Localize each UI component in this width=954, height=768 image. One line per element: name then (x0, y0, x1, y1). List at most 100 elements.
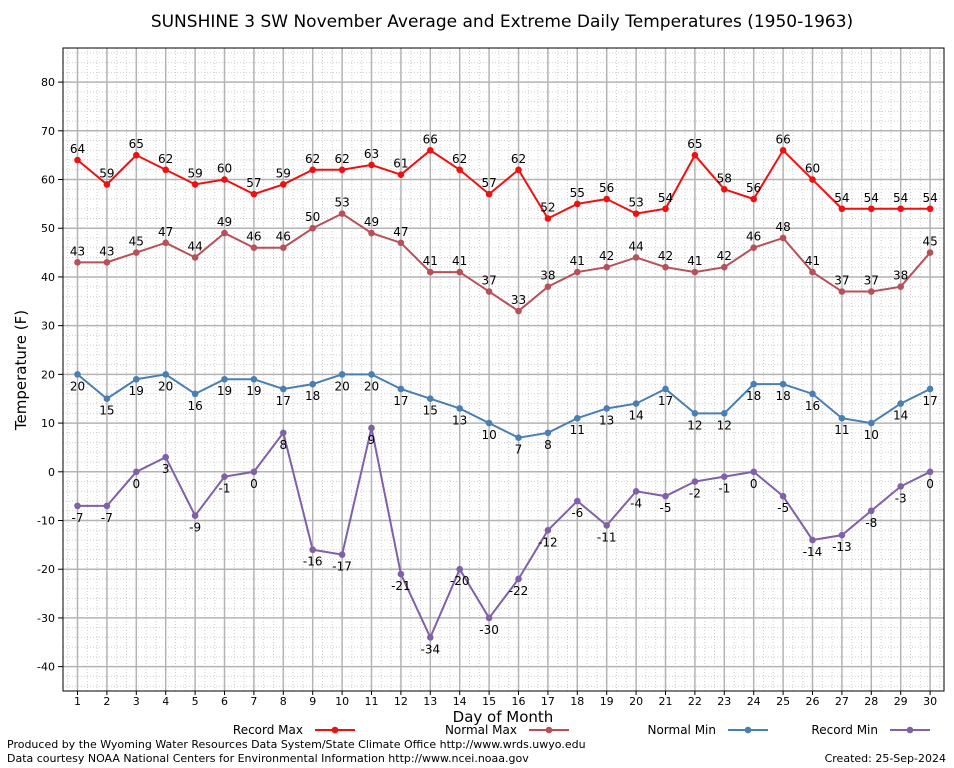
normal-max-data-label: 47 (393, 225, 408, 239)
normal-min-data-label: 19 (217, 384, 232, 398)
legend-label: Normal Min (647, 723, 716, 737)
record-min-point (133, 468, 140, 476)
y-tick-label: 10 (41, 417, 55, 430)
x-tick-label: 4 (162, 695, 169, 708)
y-tick-label: 30 (41, 320, 55, 333)
legend-label: Record Min (811, 723, 878, 737)
record-min-line (77, 427, 931, 640)
record-min-data-label: -6 (571, 506, 583, 520)
y-tick-label: 80 (41, 76, 55, 89)
record-min-point (721, 473, 728, 480)
record-max-data-label: 66 (423, 132, 438, 146)
normal-min-data-label: 17 (393, 394, 408, 408)
record-max-data-label: 58 (717, 171, 732, 185)
record-min-point (515, 575, 522, 583)
legend-item-record-min: Record Min (811, 723, 930, 737)
record-min-point (397, 570, 405, 578)
record-max-data-label: 54 (834, 191, 849, 205)
normal-min-data-label: 20 (70, 379, 85, 393)
record-max-data-label: 65 (129, 137, 144, 151)
record-max-data-label: 56 (746, 181, 761, 195)
normal-min-point (280, 385, 287, 393)
normal-max-point (427, 268, 434, 276)
normal-max-line (77, 212, 931, 313)
record-max-point (809, 176, 816, 183)
record-max-point (221, 176, 228, 183)
normal-max-point (544, 283, 552, 290)
record-max-point (368, 161, 375, 169)
normal-min-point (926, 385, 934, 393)
legend-swatch-marker (545, 726, 553, 734)
legend-label: Record Max (233, 723, 303, 737)
normal-max-data-label: 41 (452, 254, 467, 268)
y-tick-label: -30 (37, 612, 55, 625)
normal-min-data-label: 13 (599, 413, 614, 427)
record-max-data-label: 53 (628, 196, 643, 210)
record-max-data-label: 57 (481, 176, 496, 190)
record-max-data-label: 63 (364, 147, 379, 161)
normal-min-point (632, 400, 640, 407)
record-min-point (485, 614, 493, 622)
record-min-point (456, 565, 464, 573)
x-tick-label: 18 (570, 695, 584, 708)
record-min-point (779, 492, 787, 500)
normal-max-point (74, 259, 81, 266)
x-tick-label: 5 (192, 695, 199, 708)
x-tick-label: 12 (394, 695, 408, 708)
record-max-point (74, 156, 81, 164)
record-max-data-label: 60 (217, 162, 232, 176)
x-tick-label: 3 (133, 695, 140, 708)
normal-max-point (926, 249, 934, 256)
record-min-data-label: -22 (509, 584, 529, 598)
record-max-line (76, 148, 931, 220)
normal-min-point (515, 434, 522, 441)
normal-min-point (74, 371, 81, 378)
x-tick-label: 7 (250, 695, 257, 708)
normal-max-data-label: 50 (305, 210, 320, 224)
normal-max-data-label: 46 (246, 230, 261, 244)
normal-min-point (662, 385, 669, 393)
normal-max-data-label: 46 (276, 230, 291, 244)
normal-min-point (368, 371, 375, 378)
normal-max-point (162, 239, 169, 247)
normal-max-point (338, 210, 346, 217)
normal-max-point (309, 224, 317, 232)
normal-max-data-label: 49 (217, 215, 232, 229)
record-min-data-label: -34 (420, 642, 440, 656)
x-tick-label: 17 (541, 695, 555, 708)
normal-max-point (662, 263, 669, 271)
x-tick-label: 28 (864, 695, 878, 708)
normal-min-point (133, 375, 140, 383)
x-tick-label: 21 (659, 695, 673, 708)
record-min-data-label: 8 (279, 438, 287, 452)
x-tick-label: 23 (717, 695, 731, 708)
record-min-point (103, 502, 111, 510)
record-max-data-label: 62 (305, 152, 320, 166)
record-max-point (397, 171, 405, 178)
normal-max-data-label: 42 (599, 249, 614, 263)
plot-frame (62, 47, 945, 692)
record-min-data-label: 0 (132, 477, 140, 491)
record-min-point (691, 478, 699, 485)
normal-max-data-label: 49 (364, 215, 379, 229)
record-max-point (603, 195, 610, 203)
normal-min-data-label: 15 (99, 404, 114, 418)
normal-min-data-label: 20 (334, 379, 349, 393)
normal-max-data-label: 46 (746, 230, 761, 244)
grid (63, 48, 944, 691)
normal-max-point (779, 234, 787, 242)
x-tick-label: 25 (776, 695, 790, 708)
record-min-point (632, 487, 640, 495)
normal-min-point (691, 410, 699, 417)
normal-min-point (868, 419, 875, 427)
normal-min-data-label: 7 (515, 443, 523, 457)
normal-min-line (76, 373, 931, 439)
y-tick-label: 70 (41, 125, 55, 138)
record-max-data-label: 59 (276, 166, 291, 180)
record-max-data-label: 62 (158, 152, 173, 166)
normal-max-data-label: 43 (99, 244, 114, 258)
legend-label: Normal Max (445, 723, 517, 737)
x-tick-label: 9 (309, 695, 316, 708)
normal-min-point (750, 380, 757, 388)
